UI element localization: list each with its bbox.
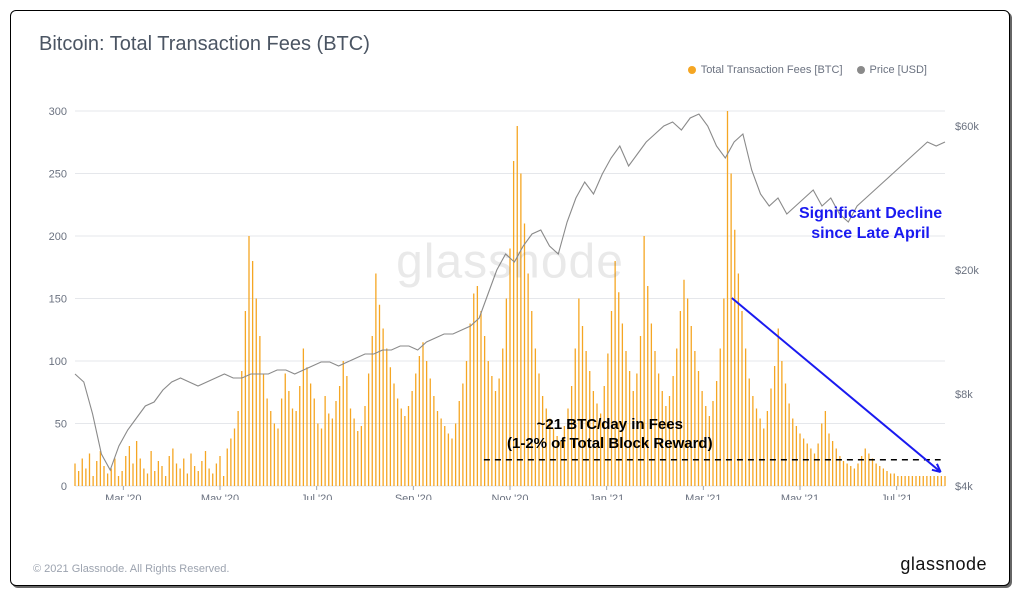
legend: Total Transaction Fees [BTC] Price [USD]	[688, 64, 927, 76]
copyright: © 2021 Glassnode. All Rights Reserved.	[33, 563, 229, 575]
legend-swatch-fees	[688, 66, 696, 74]
svg-text:Mar '20: Mar '20	[105, 493, 141, 500]
footer: © 2021 Glassnode. All Rights Reserved. g…	[33, 554, 987, 575]
annotation-decline-line2: since Late April	[811, 225, 930, 242]
svg-text:Nov '20: Nov '20	[492, 493, 529, 500]
svg-text:Sep '20: Sep '20	[395, 493, 432, 500]
svg-text:$4k: $4k	[955, 481, 973, 493]
svg-text:50: 50	[55, 419, 67, 431]
svg-text:Jan '21: Jan '21	[589, 493, 624, 500]
annotation-fees-line1: ~21 BTC/day in Fees	[537, 416, 683, 433]
chart-title: Bitcoin: Total Transaction Fees (BTC)	[39, 33, 987, 56]
svg-text:Mar '21: Mar '21	[685, 493, 721, 500]
svg-text:May '20: May '20	[201, 493, 239, 500]
chart-area: Total Transaction Fees [BTC] Price [USD]…	[33, 60, 987, 540]
brand-logo: glassnode	[900, 554, 987, 575]
svg-text:Jul '21: Jul '21	[881, 493, 912, 500]
chart-card: Bitcoin: Total Transaction Fees (BTC) To…	[10, 10, 1010, 586]
annotation-decline-line1: Significant Decline	[799, 205, 942, 222]
legend-swatch-price	[857, 66, 865, 74]
svg-text:300: 300	[49, 106, 67, 118]
svg-text:0: 0	[61, 481, 67, 493]
legend-label-fees: Total Transaction Fees [BTC]	[701, 64, 843, 76]
annotation-fees: ~21 BTC/day in Fees (1-2% of Total Block…	[507, 416, 713, 454]
legend-item-fees: Total Transaction Fees [BTC]	[688, 64, 843, 76]
svg-text:150: 150	[49, 294, 67, 306]
svg-text:100: 100	[49, 356, 67, 368]
svg-text:$20k: $20k	[955, 265, 979, 277]
annotation-decline: Significant Decline since Late April	[799, 204, 942, 244]
legend-item-price: Price [USD]	[857, 64, 927, 76]
annotation-fees-line2: (1-2% of Total Block Reward)	[507, 435, 713, 452]
svg-text:May '21: May '21	[781, 493, 819, 500]
svg-text:Jul '20: Jul '20	[301, 493, 332, 500]
svg-text:$8k: $8k	[955, 389, 973, 401]
svg-text:$60k: $60k	[955, 121, 979, 133]
legend-label-price: Price [USD]	[870, 64, 927, 76]
svg-text:250: 250	[49, 169, 67, 181]
svg-text:200: 200	[49, 231, 67, 243]
